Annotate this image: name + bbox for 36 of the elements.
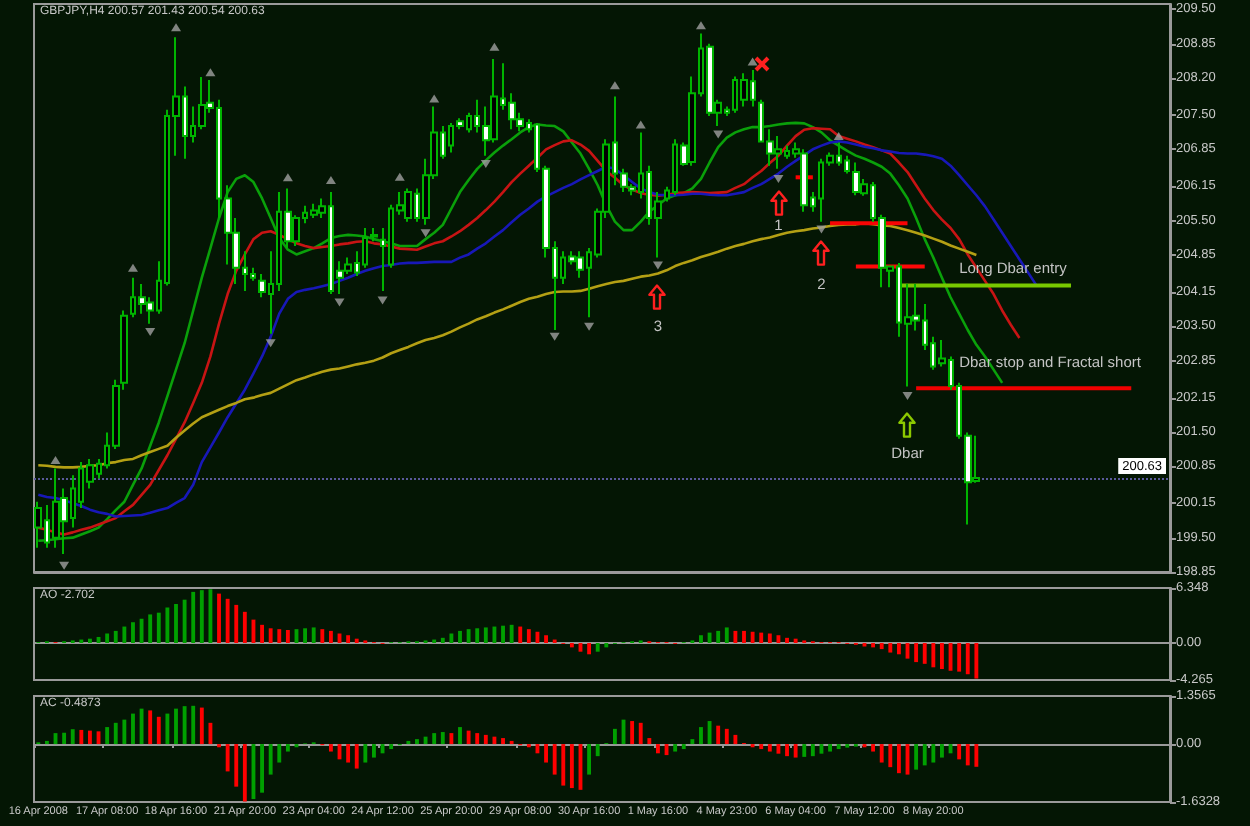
candlestick <box>706 42 714 118</box>
point <box>902 392 913 401</box>
candlestick <box>852 161 860 197</box>
point <box>59 561 70 570</box>
point <box>325 175 336 184</box>
point <box>377 296 388 305</box>
point <box>282 173 293 182</box>
point <box>394 172 405 181</box>
point <box>265 339 276 348</box>
point <box>50 455 61 464</box>
point <box>429 94 440 103</box>
point <box>489 42 500 51</box>
point <box>549 332 560 341</box>
candlestick <box>800 148 808 213</box>
candlestick <box>404 187 412 223</box>
candlestick <box>34 500 42 549</box>
point <box>334 298 345 307</box>
candlestick <box>52 467 60 549</box>
candlestick <box>370 227 378 243</box>
point <box>747 57 758 66</box>
point <box>584 322 595 331</box>
candlestick <box>310 202 318 219</box>
point <box>420 229 431 238</box>
candlestick <box>362 227 368 269</box>
point <box>773 174 784 183</box>
candlestick <box>774 135 782 170</box>
point <box>480 160 491 169</box>
point <box>127 263 138 272</box>
candlestick <box>740 72 748 108</box>
point <box>609 81 620 90</box>
point <box>695 21 706 30</box>
point <box>205 68 216 77</box>
point <box>833 132 844 141</box>
point <box>171 23 181 32</box>
point <box>816 225 827 234</box>
point <box>145 328 156 337</box>
